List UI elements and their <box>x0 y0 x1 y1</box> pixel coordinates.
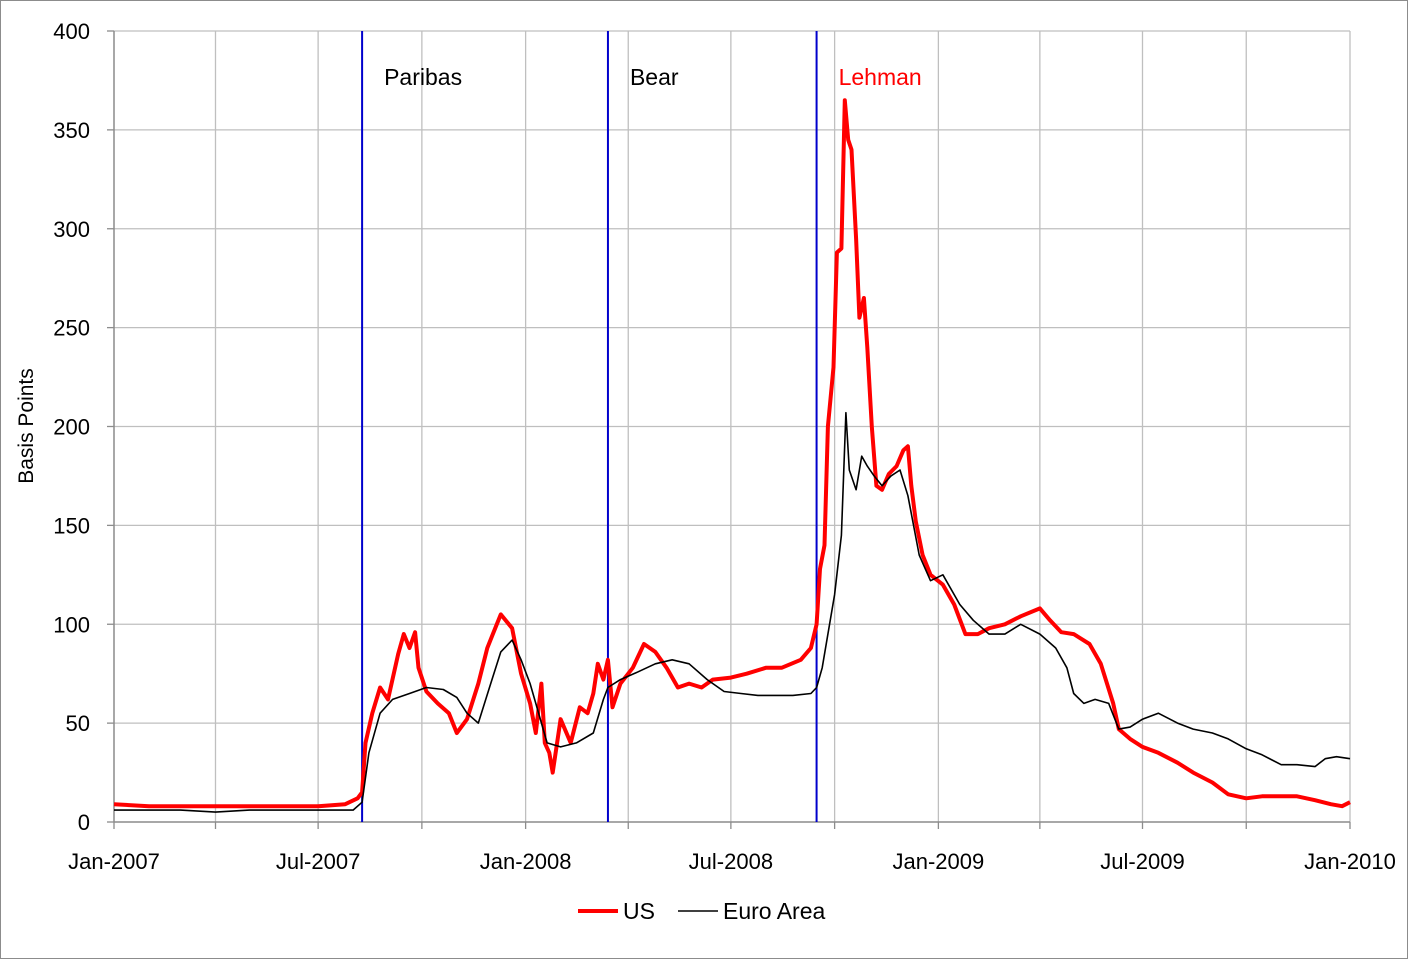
x-tick-label: Jan-2010 <box>1304 849 1396 874</box>
y-axis-ticks: 0 50 100 150 200 250 300 350 400 <box>53 19 114 835</box>
legend-label-euro-area: Euro Area <box>723 898 825 924</box>
x-tick-label: Jul-2009 <box>1100 849 1184 874</box>
x-tick-label: Jul-2007 <box>276 849 360 874</box>
y-tick-label: 350 <box>53 118 90 143</box>
y-tick-label: 100 <box>53 612 90 637</box>
series-line-us <box>113 98 1351 809</box>
x-axis-ticks: Jan-2007 Jul-2007 Jan-2008 Jul-2008 Jan-2009… <box>68 822 1396 874</box>
x-tick-label: Jan-2009 <box>893 849 985 874</box>
event-label-bear: Bear <box>630 64 679 90</box>
x-tick-label: Jan-2008 <box>480 849 572 874</box>
y-tick-label: 300 <box>53 217 90 242</box>
legend: US Euro Area <box>578 898 825 924</box>
event-label-paribas: Paribas <box>384 64 462 90</box>
legend-label-us: US <box>623 898 655 924</box>
y-tick-label: 400 <box>53 19 90 44</box>
event-label-lehman: Lehman <box>839 64 922 90</box>
event-markers: Paribas Bear Lehman <box>361 31 922 822</box>
x-tick-label: Jan-2007 <box>68 849 160 874</box>
y-tick-label: 200 <box>53 415 90 440</box>
x-tick-label: Jul-2008 <box>689 849 773 874</box>
y-tick-label: 50 <box>66 711 90 736</box>
y-tick-label: 0 <box>78 810 90 835</box>
gridlines <box>114 30 1351 822</box>
data-series <box>113 98 1351 813</box>
y-tick-label: 250 <box>53 316 90 341</box>
y-axis-label: Basis Points <box>15 368 38 484</box>
series-line-euro-area <box>114 411 1351 813</box>
y-tick-label: 150 <box>53 513 90 538</box>
